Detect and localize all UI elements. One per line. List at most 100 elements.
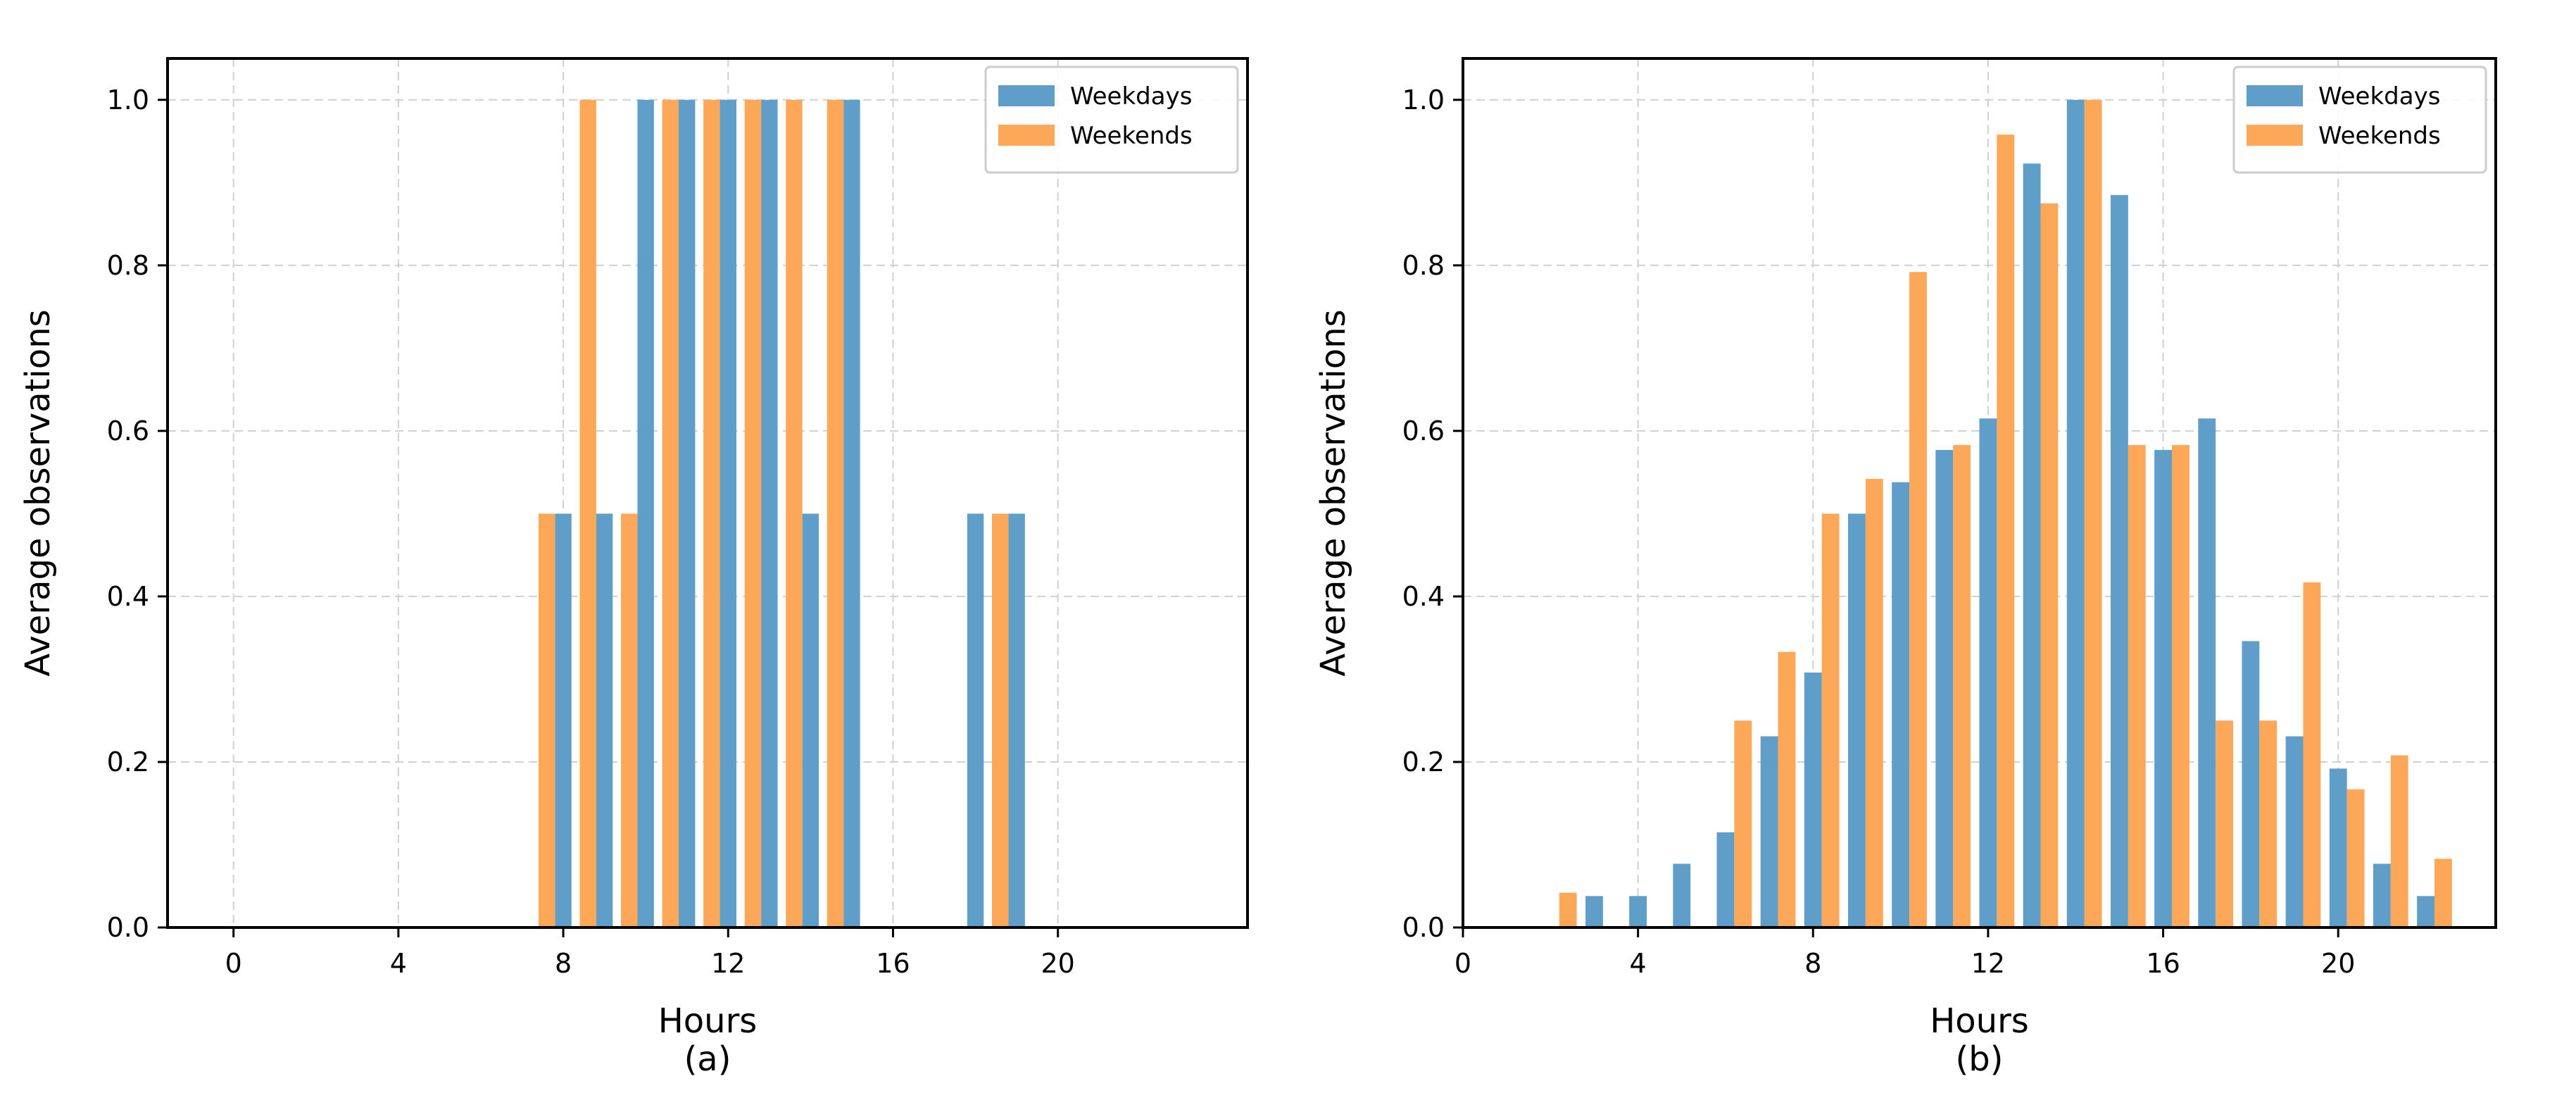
bar-b-weekends-hour-6 <box>1734 720 1752 927</box>
x-tick-label-a-5: 20 <box>1041 948 1074 979</box>
bar-b-weekends-hour-9 <box>1865 479 1883 927</box>
bar-a-weekdays-hour-8 <box>555 513 572 927</box>
y-tick-label-a-3: 0.6 <box>107 416 149 446</box>
x-tick-label-b-1: 4 <box>1630 948 1647 979</box>
subtitle-b: (b) <box>1956 1039 2004 1079</box>
y-tick-label-b-2: 0.4 <box>1402 581 1445 612</box>
y-tick-label-b-0: 0.0 <box>1402 912 1445 943</box>
bar-b-weekdays-hour-14 <box>2066 99 2085 927</box>
bar-a-weekdays-hour-18 <box>967 513 984 927</box>
bar-b-weekends-hour-17 <box>2216 720 2234 927</box>
x-tick-label-b-3: 12 <box>1971 948 2005 979</box>
bar-b-weekends-hour-21 <box>2390 755 2408 927</box>
bar-a-weekends-hour-10 <box>621 513 638 927</box>
bar-b-weekdays-hour-4 <box>1629 896 1647 927</box>
bar-b-weekends-hour-2 <box>1559 892 1577 927</box>
legend-label-a-weekdays: Weekdays <box>1070 82 1192 111</box>
bar-b-weekdays-hour-16 <box>2154 449 2173 927</box>
subtitle-a: (a) <box>684 1039 731 1079</box>
legend-a: Weekdays Weekends <box>984 65 1239 174</box>
x-tick-label-a-4: 16 <box>876 948 910 979</box>
bar-b-weekdays-hour-22 <box>2417 896 2434 927</box>
x-tick-label-a-3: 12 <box>711 948 745 979</box>
bar-b-weekends-hour-19 <box>2303 582 2321 927</box>
chart-panel-b: 0 4 8 12 16 20 0.0 0.2 0.4 0.6 0.8 1.0 Hours(b) Avera… <box>1314 57 2497 1079</box>
legend-swatch-b-weekdays <box>2247 85 2303 106</box>
bar-b-weekdays-hour-12 <box>1979 418 1997 927</box>
legend-label-b-weekdays: Weekdays <box>2318 82 2440 111</box>
y-tick-label-b-3: 0.6 <box>1402 416 1445 446</box>
bar-a-weekends-hour-13 <box>744 99 762 927</box>
y-tick-label-a-0: 0.0 <box>107 912 149 943</box>
x-tick-label-b-2: 8 <box>1804 948 1821 979</box>
bar-a-weekdays-hour-19 <box>1008 513 1025 927</box>
bar-a-weekends-hour-19 <box>991 513 1009 927</box>
y-tick-label-a-1: 0.2 <box>107 746 149 777</box>
y-tick-label-a-2: 0.4 <box>107 581 149 612</box>
x-tick-label-a-1: 4 <box>390 948 407 979</box>
bar-a-weekends-hour-11 <box>662 99 679 927</box>
bar-b-weekends-hour-11 <box>1953 444 1971 927</box>
bar-a-weekdays-hour-12 <box>720 99 736 927</box>
bar-b-weekends-hour-10 <box>1909 272 1927 927</box>
x-tick-label-b-0: 0 <box>1455 948 1471 979</box>
bar-a-weekends-hour-9 <box>579 99 596 927</box>
x-tick-label-b-4: 16 <box>2146 948 2180 979</box>
bar-a-weekdays-hour-10 <box>637 99 654 927</box>
bar-b-weekdays-hour-11 <box>1935 449 1954 927</box>
bar-b-weekends-hour-16 <box>2172 444 2189 927</box>
bar-a-weekdays-hour-9 <box>596 513 613 927</box>
bar-a-weekends-hour-8 <box>538 513 555 927</box>
bar-b-weekdays-hour-3 <box>1585 896 1603 927</box>
bar-b-weekdays-hour-10 <box>1892 482 1910 927</box>
bar-b-weekends-hour-7 <box>1778 651 1796 927</box>
y-axis-label-b: Average observations <box>1314 309 1353 676</box>
bar-a-weekdays-hour-11 <box>679 99 696 927</box>
bar-b-weekdays-hour-15 <box>2110 194 2128 927</box>
y-tick-label-b-4: 0.8 <box>1402 250 1445 281</box>
legend-b: Weekdays Weekends <box>2232 65 2487 174</box>
bar-b-weekends-hour-15 <box>2128 444 2146 927</box>
y-tick-label-a-5: 1.0 <box>107 85 149 115</box>
bar-b-weekdays-hour-18 <box>2242 641 2260 927</box>
bar-a-weekdays-hour-13 <box>761 99 778 927</box>
y-axis-label-a: Average observations <box>18 309 58 676</box>
legend-swatch-b-weekends <box>2247 125 2303 146</box>
legend-label-a-weekends: Weekends <box>1070 122 1193 150</box>
legend-swatch-a-weekdays <box>998 85 1055 106</box>
bar-b-weekdays-hour-9 <box>1848 513 1866 927</box>
bar-b-weekdays-hour-7 <box>1760 736 1778 927</box>
x-tick-label-b-5: 20 <box>2321 948 2355 979</box>
bar-b-weekdays-hour-17 <box>2198 418 2216 927</box>
legend-swatch-a-weekends <box>998 125 1055 146</box>
bar-a-weekdays-hour-15 <box>843 99 860 927</box>
bar-a-weekends-hour-12 <box>703 99 720 927</box>
chart-panel-a: 0 4 8 12 16 20 0.0 0.2 0.4 0.6 0.8 1.0 Hours(a) Avera… <box>18 57 1249 1079</box>
bar-b-weekends-hour-8 <box>1821 513 1840 927</box>
x-axis-label-b: Hours <box>1930 1001 2029 1041</box>
bar-a-weekends-hour-14 <box>786 99 803 927</box>
plot-frame-a <box>166 57 1249 929</box>
bar-b-weekends-hour-18 <box>2259 720 2277 927</box>
bar-a-weekdays-hour-14 <box>802 513 819 927</box>
bar-b-weekends-hour-12 <box>1997 135 2015 927</box>
y-tick-label-b-5: 1.0 <box>1402 85 1445 115</box>
y-tick-label-a-4: 0.8 <box>107 250 149 281</box>
bar-b-weekends-hour-13 <box>2040 203 2059 928</box>
bar-b-weekends-hour-22 <box>2434 858 2452 927</box>
bar-b-weekdays-hour-13 <box>2023 163 2041 927</box>
bar-b-weekdays-hour-19 <box>2285 736 2304 927</box>
bar-b-weekdays-hour-6 <box>1716 832 1735 927</box>
bar-b-weekdays-hour-8 <box>1804 673 1822 927</box>
bar-b-weekends-hour-14 <box>2084 99 2102 927</box>
legend-label-b-weekends: Weekends <box>2318 122 2441 150</box>
bar-a-weekends-hour-15 <box>827 99 844 927</box>
x-tick-label-a-2: 8 <box>555 948 572 979</box>
x-axis-label-a: Hours <box>658 1001 758 1041</box>
y-tick-label-b-1: 0.2 <box>1402 746 1445 777</box>
bar-b-weekdays-hour-5 <box>1673 863 1691 927</box>
bar-b-weekdays-hour-20 <box>2329 768 2347 927</box>
bar-b-weekdays-hour-21 <box>2373 863 2391 927</box>
